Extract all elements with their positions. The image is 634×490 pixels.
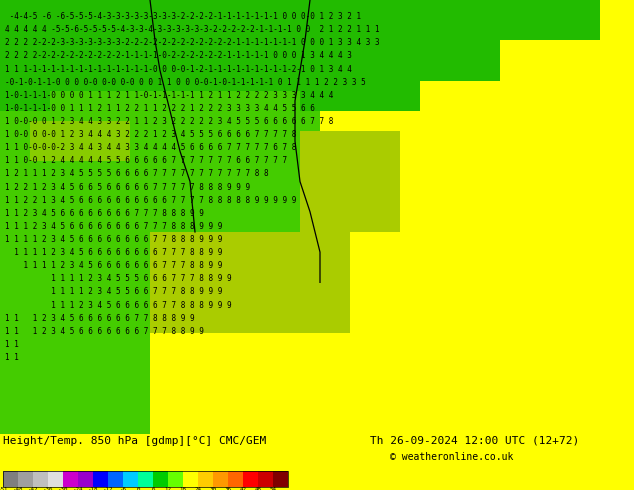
Bar bbox=[198, 471, 213, 487]
Text: 1 1 1 1 2 3 4 5 6 6 6 6 6 6 6 6 7 7 8 8 8 9 9 9: 1 1 1 1 2 3 4 5 6 6 6 6 6 6 6 6 7 7 8 8 … bbox=[5, 235, 223, 244]
Text: 1 1 1 1 2 3 4 5 5 5 6 6 6 7 7 7 8 8 9 9: 1 1 1 1 2 3 4 5 5 5 6 6 6 7 7 7 8 8 9 9 bbox=[5, 274, 231, 283]
Text: 1 1: 1 1 bbox=[5, 340, 19, 349]
Text: -48: -48 bbox=[13, 488, 23, 490]
Bar bbox=[33, 471, 48, 487]
Text: 1 2 1 1 1 2 3 4 5 5 5 5 6 6 6 6 7 7 7 7 7 7 7 7 7 7 7 8 8: 1 2 1 1 1 2 3 4 5 5 5 5 6 6 6 6 7 7 7 7 … bbox=[5, 170, 269, 178]
Text: -24: -24 bbox=[73, 488, 83, 490]
Bar bbox=[0, 0, 420, 111]
Bar bbox=[200, 131, 500, 282]
Text: -42: -42 bbox=[28, 488, 38, 490]
Bar bbox=[0, 0, 150, 434]
Bar bbox=[138, 471, 153, 487]
Bar bbox=[0, 0, 320, 151]
Text: 1 1 0-0-0-0-2 3 4 4 3 4 4 3 3 4 4 4 4 5 6 6 6 6 7 7 7 7 7 6 7 8: 1 1 0-0-0-0-2 3 4 4 3 4 4 3 3 4 4 4 4 5 … bbox=[5, 143, 296, 152]
Text: -6: -6 bbox=[119, 488, 127, 490]
Text: 2 2 2 2-2-2-2-2-2-2-2-2-2-1-1-1-1-0-2-2-2-2-2-2-1-1-1-1-1 0 0 0 1 3 4 4 4 3: 2 2 2 2-2-2-2-2-2-2-2-2-2-1-1-1-1-0-2-2-… bbox=[5, 51, 352, 60]
Bar bbox=[3, 471, 18, 487]
Bar bbox=[48, 471, 63, 487]
Bar bbox=[0, 0, 280, 232]
Bar bbox=[150, 131, 500, 333]
Text: 1-0-1-1-1-0 0 0 0 1 1 1 2 1 1-0-1-1-1-1-1 1 2 1 1 2 2 2 2 3 3 3 3 4 4 4: 1-0-1-1-1-0 0 0 0 1 1 1 2 1 1-0-1-1-1-1-… bbox=[5, 91, 333, 100]
Text: 12: 12 bbox=[164, 488, 172, 490]
Bar bbox=[400, 0, 634, 434]
Text: 1 1 2 2 1 3 4 5 6 6 6 6 6 6 6 6 6 6 7 7 7 7 8 8 8 8 8 9 9 9 9 9: 1 1 2 2 1 3 4 5 6 6 6 6 6 6 6 6 6 6 7 7 … bbox=[5, 196, 296, 205]
Bar bbox=[18, 471, 33, 487]
Text: -12: -12 bbox=[103, 488, 113, 490]
Bar bbox=[93, 471, 108, 487]
Text: -4-4-5 -6 -6-5-5-5-4-3-3-3-3-3-3-3-3-2-2-2-2-1-1-1-1-1-1-1 0 0 0-0 1 2 3 2 1: -4-4-5 -6 -6-5-5-5-4-3-3-3-3-3-3-3-3-2-2… bbox=[5, 12, 361, 21]
Text: Th 26-09-2024 12:00 UTC (12+72): Th 26-09-2024 12:00 UTC (12+72) bbox=[370, 436, 579, 446]
Text: 6: 6 bbox=[152, 488, 155, 490]
Text: 1 1 1 1 2 3 4 5 6 6 6 6 6 6 6 6 7 7 7 8 8 9 9: 1 1 1 1 2 3 4 5 6 6 6 6 6 6 6 6 7 7 7 8 … bbox=[5, 248, 223, 257]
Bar bbox=[153, 471, 168, 487]
Text: 1 0-0-0 0 1 2 3 4 4 3 3 2 2 1 1 2 3 2 2 2 2 2 3 4 5 5 5 6 6 6 6 6 7 7 8: 1 0-0-0 0 1 2 3 4 4 3 3 2 2 1 1 2 3 2 2 … bbox=[5, 117, 333, 126]
Bar bbox=[243, 471, 258, 487]
Text: 1 1   1 2 3 4 5 6 6 6 6 6 6 7 7 8 8 8 9 9: 1 1 1 2 3 4 5 6 6 6 6 6 6 7 7 8 8 8 9 9 bbox=[5, 314, 195, 322]
Bar bbox=[183, 471, 198, 487]
Text: -0-1-0-1-1-0 0 0 0-0 0-0 0-0 0 0 1 1 0 0 0-0-1-0-1-1-1-1-1 0 1 1 1 1 2 2 3 3 5: -0-1-0-1-1-0 0 0 0-0 0-0 0-0 0 0 1 1 0 0… bbox=[5, 77, 366, 87]
Text: -30: -30 bbox=[58, 488, 68, 490]
Bar bbox=[78, 471, 93, 487]
Bar bbox=[273, 471, 288, 487]
Bar bbox=[100, 131, 300, 232]
Text: 1 1 1 1 2 3 4 5 6 6 6 6 6 6 6 7 7 7 8 8 9 9: 1 1 1 1 2 3 4 5 6 6 6 6 6 6 6 7 7 7 8 8 … bbox=[5, 261, 223, 270]
Text: 1 1 1 1 2 3 4 5 5 6 6 7 7 7 8 8 9 9 9: 1 1 1 1 2 3 4 5 5 6 6 7 7 7 8 8 9 9 9 bbox=[5, 288, 223, 296]
Bar bbox=[50, 141, 170, 202]
Text: 1 1 1 2 3 4 5 6 6 6 6 6 7 7 8 8 8 9 9 9: 1 1 1 2 3 4 5 6 6 6 6 6 7 7 8 8 8 9 9 9 bbox=[5, 300, 231, 310]
Text: 1-0-1-1-1-0 0 1 1 1 2 1 1 2 2 1 1 2 2 2 1 2 2 2 3 3 3 3 4 4 5 5 6 6: 1-0-1-1-1-0 0 1 1 1 2 1 1 2 2 1 1 2 2 2 … bbox=[5, 104, 315, 113]
Text: 2 2 2 2-2-2-3-3-3-3-3-3-3-2-2-2-2-2-2-2-2-2-2-2-2-1-1-1-1-1-1-1 0 0 0 1 3 3 4 3 : 2 2 2 2-2-2-3-3-3-3-3-3-3-2-2-2-2-2-2-2-… bbox=[5, 38, 380, 48]
Text: 42: 42 bbox=[240, 488, 247, 490]
Text: 0: 0 bbox=[136, 488, 139, 490]
Bar bbox=[63, 471, 78, 487]
Bar bbox=[50, 91, 300, 172]
Text: 1 1 1 2 3 4 5 6 6 6 6 6 6 6 6 7 7 7 8 8 8 9 9 9: 1 1 1 2 3 4 5 6 6 6 6 6 6 6 6 7 7 7 8 8 … bbox=[5, 222, 223, 231]
Bar bbox=[30, 121, 130, 161]
Text: 1 1 0-0 1 2 4 4 4 4 4 5 5 6 6 6 6 6 7 7 7 7 7 7 7 6 6 7 7 7 7: 1 1 0-0 1 2 4 4 4 4 4 5 5 6 6 6 6 6 7 7 … bbox=[5, 156, 287, 165]
Bar bbox=[350, 232, 634, 434]
Text: 1 1 2 3 4 5 6 6 6 6 6 6 6 6 7 7 7 8 8 8 9 9: 1 1 2 3 4 5 6 6 6 6 6 6 6 6 7 7 7 8 8 8 … bbox=[5, 209, 204, 218]
Bar bbox=[0, 0, 500, 81]
Text: -18: -18 bbox=[87, 488, 98, 490]
Bar bbox=[0, 0, 200, 333]
Bar bbox=[108, 471, 123, 487]
Bar bbox=[0, 0, 600, 40]
Text: 36: 36 bbox=[224, 488, 231, 490]
Bar bbox=[123, 471, 138, 487]
Text: -36: -36 bbox=[42, 488, 53, 490]
Text: 18: 18 bbox=[179, 488, 186, 490]
Text: 4 4 4 4 4 -5-5-6-5-5-5-5-4-3-3-4-3-3-3-3-3-3-2-2-2-2-2-1-1-1-1 0 0  2 1 2 2 1 1 : 4 4 4 4 4 -5-5-6-5-5-5-5-4-3-3-4-3-3-3-3… bbox=[5, 25, 380, 34]
Text: Height/Temp. 850 hPa [gdmp][°C] CMC/GEM: Height/Temp. 850 hPa [gdmp][°C] CMC/GEM bbox=[3, 436, 266, 446]
Text: 48: 48 bbox=[254, 488, 261, 490]
Bar bbox=[3, 471, 288, 487]
Bar bbox=[228, 471, 243, 487]
Text: 1 1 1-1-1-1-1-1-1-1-1-1-1-1-1-1-0 0 0-0-1-2-1-1-1-1-1-1-1-1-1-2-1 0 1 3 4 4: 1 1 1-1-1-1-1-1-1-1-1-1-1-1-1-1-0 0 0-0-… bbox=[5, 65, 352, 74]
Bar bbox=[258, 471, 273, 487]
Text: 30: 30 bbox=[209, 488, 216, 490]
Text: 1 2 2 1 2 3 4 5 6 6 5 6 6 6 6 6 7 7 7 7 7 8 8 8 9 9 9: 1 2 2 1 2 3 4 5 6 6 5 6 6 6 6 6 7 7 7 7 … bbox=[5, 183, 250, 192]
Text: 54: 54 bbox=[269, 488, 276, 490]
Text: © weatheronline.co.uk: © weatheronline.co.uk bbox=[390, 452, 514, 462]
Bar bbox=[213, 471, 228, 487]
Text: -51: -51 bbox=[0, 488, 8, 490]
Text: 1 0-0 0 0-0 1 2 3 4 4 4 3 2 2 2 1 2 3 4 5 5 5 6 6 6 6 7 7 7 7 8: 1 0-0 0 0-0 1 2 3 4 4 4 3 2 2 2 1 2 3 4 … bbox=[5, 130, 296, 139]
Bar bbox=[168, 471, 183, 487]
Text: 24: 24 bbox=[195, 488, 202, 490]
Text: 1 1: 1 1 bbox=[5, 353, 19, 362]
Text: 1 1   1 2 3 4 5 6 6 6 6 6 6 6 7 7 7 8 8 9 9: 1 1 1 2 3 4 5 6 6 6 6 6 6 6 7 7 7 8 8 9 … bbox=[5, 327, 204, 336]
